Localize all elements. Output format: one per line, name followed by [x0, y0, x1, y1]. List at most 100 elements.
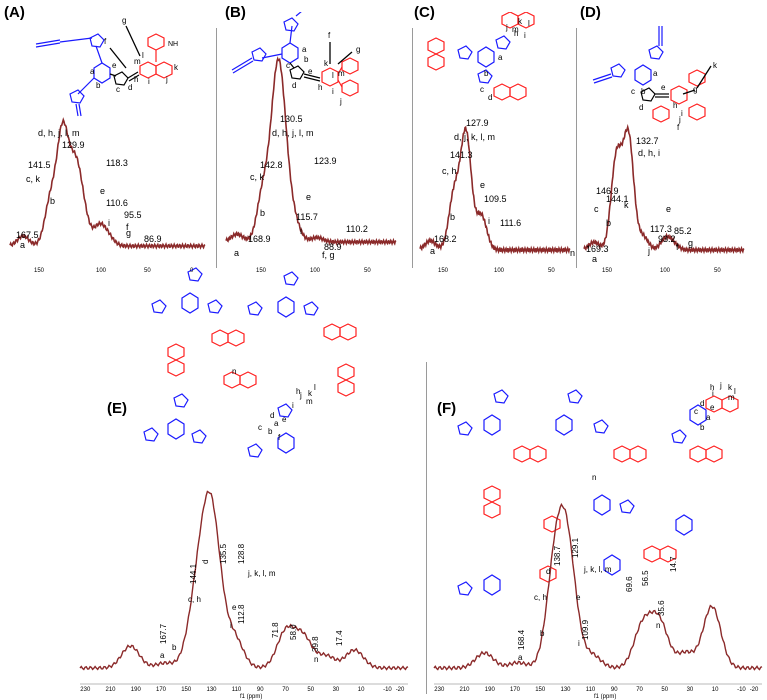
svg-text:NH: NH	[168, 41, 178, 48]
structure-c: abc d h i j k l m	[427, 12, 535, 102]
peak-c-label-4: i	[488, 216, 490, 226]
spectrum-d-svg: 150 100 50 132.7 d, h, i 144.1 c 146.9 k…	[583, 123, 745, 274]
peak-a-value-4: 110.6	[106, 198, 128, 208]
svg-text:j: j	[505, 23, 508, 32]
svg-text:d: d	[128, 83, 132, 92]
peak-c-label-1: d, j, k, l, m	[454, 132, 495, 142]
peak-b-value-1: 130.5	[280, 114, 303, 124]
peak-a-value-7: 167.5	[16, 230, 39, 240]
spectrum-b: 150 100 50 130.5 d, h, j, l, m 142.8 c, …	[225, 56, 406, 275]
peak-d-value-2: 144.1	[606, 194, 629, 204]
peak-e-value-2: 128.8	[237, 543, 246, 564]
divider-ef	[426, 362, 427, 694]
spectrum-a: 150 100 50 0 d, h, j, l, m 129.9 141.5 c…	[9, 70, 210, 275]
ticks-e-label: 70	[282, 687, 289, 693]
tick-a-50: 50	[144, 268, 151, 274]
peak-f-value-1: 138.7	[553, 545, 562, 566]
peak-b-value-6: 168.9	[248, 234, 271, 244]
svg-text:a: a	[498, 53, 503, 62]
svg-text:b: b	[641, 87, 646, 96]
svg-text:b: b	[268, 427, 273, 436]
peak-a-value-5: 95.5	[124, 210, 142, 220]
peak-e-value-3: 144.1	[189, 563, 198, 584]
svg-text:d: d	[270, 411, 274, 420]
svg-text:f: f	[278, 433, 281, 442]
ticks-e-label: 230	[80, 687, 91, 693]
svg-text:d: d	[639, 103, 643, 112]
ticks-f-label: 30	[687, 687, 694, 693]
panel-label-f: (F)	[437, 400, 457, 417]
peak-c-value-2: 141.3	[450, 150, 473, 160]
peak-d-label-4: e	[666, 204, 671, 214]
svg-text:j: j	[165, 75, 168, 84]
ticks-e-label: -10	[383, 687, 392, 693]
svg-text:c: c	[116, 85, 120, 94]
svg-text:e: e	[112, 61, 117, 70]
spectrum-d-line	[583, 123, 745, 255]
svg-text:l: l	[734, 387, 736, 396]
structure-e: abc d ef hij klm n	[143, 267, 357, 458]
peak-b-label-2: c, k	[250, 172, 265, 182]
svg-text:b: b	[304, 55, 309, 64]
peak-b-value-5: 110.2	[346, 224, 368, 234]
svg-text:k: k	[174, 63, 179, 72]
svg-text:h: h	[318, 83, 322, 92]
svg-text:m: m	[134, 57, 141, 66]
peak-d-value-1: 132.7	[636, 136, 659, 146]
panel-label-a: (A)	[4, 4, 25, 21]
peak-c-label-7: n	[570, 248, 575, 258]
peak-f-value-2: 129.1	[571, 537, 580, 558]
xlabel-e: f1 (ppm)	[240, 694, 262, 700]
svg-text:i: i	[681, 109, 683, 118]
peak-d-label-8: b	[606, 218, 611, 228]
peak-a-label-5: f	[126, 222, 129, 232]
spectrum-b-line	[225, 56, 397, 247]
svg-text:h: h	[514, 29, 518, 38]
ticks-f-label: 130	[561, 687, 572, 693]
peak-f-value-6: 56.5	[641, 570, 650, 586]
svg-text:j: j	[299, 391, 302, 400]
svg-text:k: k	[728, 383, 733, 392]
divider-cd	[576, 28, 577, 268]
svg-text:c: c	[480, 85, 484, 94]
peak-b-label-3: e	[306, 192, 311, 202]
ticks-f-label: 150	[535, 687, 546, 693]
svg-text:a: a	[90, 67, 95, 76]
svg-text:l: l	[332, 71, 334, 80]
peak-d-label-6: g	[688, 238, 693, 248]
svg-text:c: c	[258, 423, 262, 432]
peak-e-value-5: 112.8	[237, 604, 246, 624]
peak-c-value-3: 109.5	[484, 194, 507, 204]
peak-e-label-7: i	[230, 621, 232, 630]
spectrum-f-svg: 230 210 190 170 150 130 110 90 70 50 30 10 -10 -20 f1…	[433, 502, 763, 700]
svg-text:h: h	[673, 101, 677, 110]
peak-b-label-1: d, h, j, l, m	[272, 128, 314, 138]
peak-d-label-3: k	[624, 200, 629, 210]
peak-f-label-6: b	[540, 629, 545, 638]
svg-text:n: n	[592, 473, 596, 482]
panel-label-d: (D)	[580, 4, 601, 21]
svg-text:h: h	[296, 387, 300, 396]
peak-f-label-3: c, h	[534, 593, 547, 602]
peak-f-value-8: 14.7	[669, 556, 678, 572]
ticks-e-label: 170	[156, 687, 167, 693]
peak-f-value-4: 109.9	[581, 619, 590, 640]
svg-text:i: i	[292, 401, 294, 410]
ticks-f-label: 190	[485, 687, 496, 693]
svg-text:j: j	[339, 97, 342, 106]
svg-text:a: a	[706, 413, 711, 422]
svg-text:k: k	[713, 61, 718, 70]
ticks-f-label: 90	[611, 687, 618, 693]
peak-c-label-5: a	[430, 246, 435, 256]
ticks-e-label: 150	[181, 687, 192, 693]
peak-b-label-5: f, g	[322, 250, 335, 260]
spectrum-f: 230 210 190 170 150 130 110 90 70 50 30 10 -10 -20 f1…	[433, 502, 764, 700]
svg-text:a: a	[302, 45, 307, 54]
xlabel-f: f1 (ppm)	[594, 694, 616, 700]
peak-c-label-3: e	[480, 180, 485, 190]
peak-a-label-6: g	[126, 228, 131, 238]
peak-e-value-6: 71.8	[271, 622, 280, 638]
peak-d-label-2: c	[594, 204, 599, 214]
svg-text:n: n	[232, 367, 236, 376]
tick-a-0: 0	[190, 268, 194, 274]
